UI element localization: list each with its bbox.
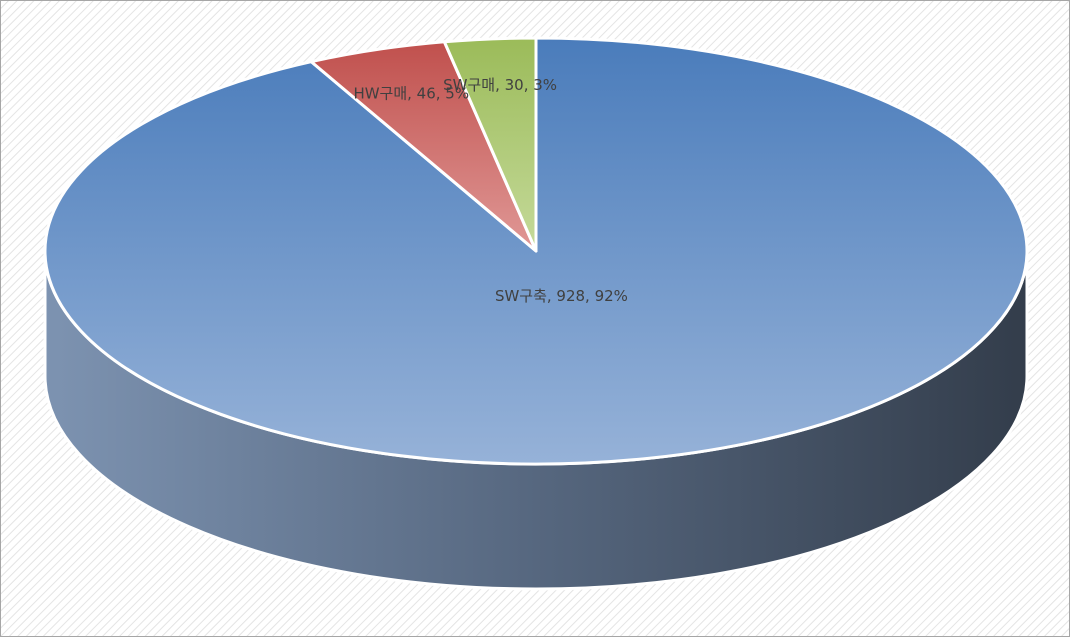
data-label: SW구매, 30, 3% xyxy=(443,76,557,94)
slice xyxy=(442,36,538,253)
data-label: HW구매, 46, 5% xyxy=(353,84,469,102)
data-label: SW구축, 928, 92% xyxy=(495,287,628,305)
